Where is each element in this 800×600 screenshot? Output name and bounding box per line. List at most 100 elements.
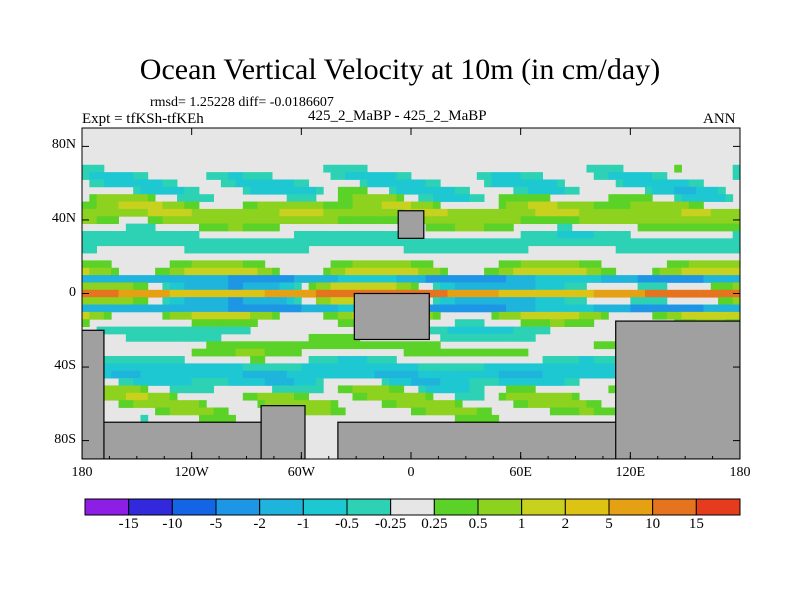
field-cell [396,172,405,180]
field-cell [235,289,244,298]
field-cell [586,311,595,320]
field-cell [696,260,704,269]
field-cell [374,392,383,401]
field-cell [235,267,244,276]
field-cell [440,333,448,342]
field-cell [425,208,434,217]
field-cell [440,400,448,408]
field-cell [579,297,587,305]
field-cell [184,201,193,210]
field-cell [615,201,624,210]
field-cell [535,326,543,335]
field-cell [367,275,375,283]
field-cell [491,289,500,298]
field-cell [184,208,193,217]
field-cell [330,304,339,313]
field-cell [571,304,580,313]
field-cell [469,275,478,283]
field-cell [352,282,361,291]
field-cell [301,378,310,386]
field-cell [330,370,339,379]
field-cell [337,194,346,202]
field-cell [111,297,119,305]
field-cell [125,230,134,239]
field-cell [294,179,302,188]
field-cell [82,304,90,313]
field-cell [279,208,288,217]
field-cell [206,385,214,394]
field-cell [498,378,507,386]
field-cell [564,304,573,313]
field-cell [111,370,119,379]
field-cell [381,341,390,350]
field-cell [527,289,536,298]
field-cell [147,223,156,232]
field-cell [498,201,507,210]
field-cell [140,208,149,217]
field-cell [718,282,726,291]
field-cell [411,341,419,350]
field-cell [557,363,565,372]
field-cell [425,223,434,232]
field-cell [162,179,171,188]
field-cell [235,341,244,350]
field-cell [447,275,456,283]
field-cell [579,407,587,416]
field-cell [549,267,558,276]
field-cell [301,201,310,210]
field-cell [491,378,500,386]
field-cell [294,238,302,247]
field-cell [337,341,346,350]
field-cell [213,341,222,350]
field-cell [696,208,704,217]
field-cell [432,216,441,225]
field-cell [549,297,558,305]
field-cell [571,370,580,379]
field-cell [125,179,134,188]
field-cell [264,297,273,305]
field-cell [454,275,463,283]
field-cell [206,304,214,313]
field-cell [169,282,178,291]
field-cell [513,304,522,313]
field-cell [644,275,653,283]
field-cell [593,238,602,247]
field-cell [345,289,353,298]
field-cell [191,319,200,327]
field-cell [418,238,427,247]
field-cell [411,245,419,254]
field-cell [294,385,302,394]
field-cell [440,186,448,195]
field-cell [162,216,171,225]
field-cell [674,223,682,232]
field-cell [242,275,251,283]
field-cell [155,208,163,217]
field-cell [345,297,353,305]
field-cell [506,370,514,379]
field-cell [557,297,565,305]
field-cell [608,304,617,313]
field-cell [498,282,507,291]
field-cell [315,400,324,408]
field-cell [425,400,434,408]
field-cell [476,172,485,180]
field-cell [250,311,258,320]
land-region [260,405,306,459]
field-cell [440,289,448,298]
field-cell [264,275,273,283]
field-cell [118,326,127,335]
field-cell [659,179,668,188]
field-cell [155,289,163,298]
field-cell [615,216,624,225]
field-cell [491,370,500,379]
field-cell [564,260,573,269]
field-cell [381,392,390,401]
field-cell [337,311,346,320]
field-cell [286,289,295,298]
field-cell [447,370,456,379]
field-cell [103,304,112,313]
field-cell [725,208,734,217]
field-cell [542,363,551,372]
field-cell [264,304,273,313]
field-cell [608,385,617,394]
